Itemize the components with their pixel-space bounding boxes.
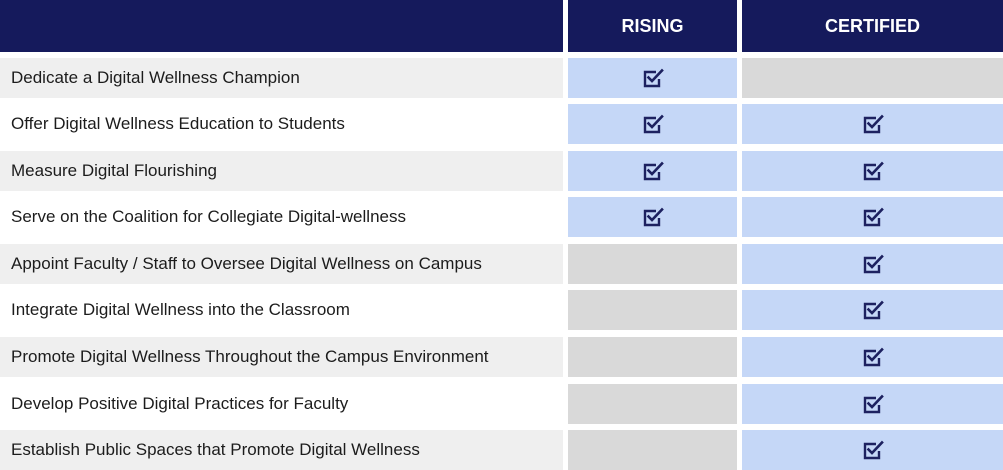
certified-cell: [742, 58, 1003, 98]
certified-cell: [742, 151, 1003, 191]
table-row: Serve on the Coalition for Collegiate Di…: [0, 197, 1003, 237]
checkbox-checked-icon: [863, 254, 884, 274]
checkbox-checked-icon: [863, 114, 884, 134]
certified-cell: [742, 244, 1003, 284]
table-row: Integrate Digital Wellness into the Clas…: [0, 290, 1003, 330]
header-certified: CERTIFIED: [742, 0, 1003, 52]
table-row: Establish Public Spaces that Promote Dig…: [0, 430, 1003, 470]
checkbox-checked-icon: [863, 300, 884, 320]
rising-cell: [568, 244, 737, 284]
row-label: Appoint Faculty / Staff to Oversee Digit…: [0, 244, 563, 284]
row-label: Dedicate a Digital Wellness Champion: [0, 58, 563, 98]
checkbox-checked-icon: [863, 161, 884, 181]
rising-cell: [568, 337, 737, 377]
rising-cell: [568, 197, 737, 237]
rising-cell: [568, 384, 737, 424]
certified-cell: [742, 384, 1003, 424]
checkbox-checked-icon: [643, 207, 664, 227]
row-label: Measure Digital Flourishing: [0, 151, 563, 191]
table-row: Promote Digital Wellness Throughout the …: [0, 337, 1003, 377]
certified-cell: [742, 290, 1003, 330]
header-blank-cell: [0, 0, 563, 52]
certified-cell: [742, 197, 1003, 237]
checkbox-checked-icon: [863, 207, 884, 227]
checkbox-checked-icon: [643, 68, 664, 88]
row-label: Integrate Digital Wellness into the Clas…: [0, 290, 563, 330]
row-label: Develop Positive Digital Practices for F…: [0, 384, 563, 424]
table-row: Develop Positive Digital Practices for F…: [0, 384, 1003, 424]
table-row: Measure Digital Flourishing: [0, 151, 1003, 191]
row-label: Offer Digital Wellness Education to Stud…: [0, 104, 563, 144]
checkbox-checked-icon: [643, 114, 664, 134]
checkbox-checked-icon: [643, 161, 664, 181]
certified-cell: [742, 104, 1003, 144]
certified-cell: [742, 337, 1003, 377]
rising-cell: [568, 290, 737, 330]
header-rising: RISING: [568, 0, 737, 52]
certified-cell: [742, 430, 1003, 470]
row-label: Promote Digital Wellness Throughout the …: [0, 337, 563, 377]
rising-cell: [568, 430, 737, 470]
checkbox-checked-icon: [863, 394, 884, 414]
checkbox-checked-icon: [863, 347, 884, 367]
rising-cell: [568, 58, 737, 98]
row-label: Serve on the Coalition for Collegiate Di…: [0, 197, 563, 237]
checkbox-checked-icon: [863, 440, 884, 460]
rising-cell: [568, 104, 737, 144]
table-row: Dedicate a Digital Wellness Champion: [0, 58, 1003, 98]
row-label: Establish Public Spaces that Promote Dig…: [0, 430, 563, 470]
rising-cell: [568, 151, 737, 191]
table-row: Offer Digital Wellness Education to Stud…: [0, 104, 1003, 144]
table-row: Appoint Faculty / Staff to Oversee Digit…: [0, 244, 1003, 284]
